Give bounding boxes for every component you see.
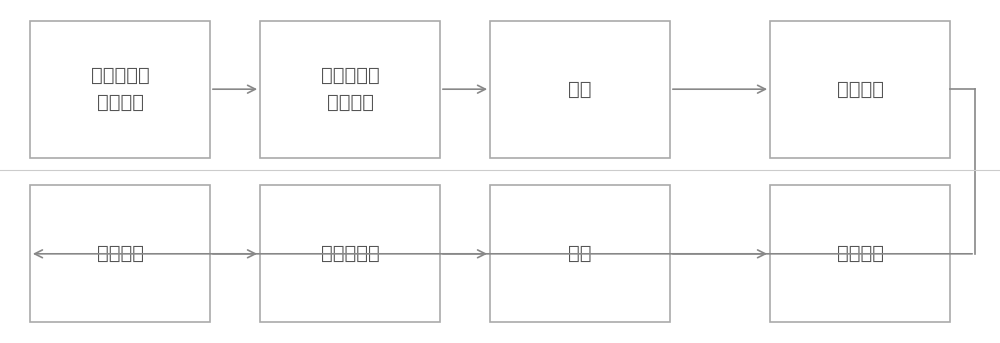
Text: 光源及驱动
器件固晶: 光源及驱动 器件固晶: [321, 67, 379, 112]
Text: 焊线: 焊线: [568, 80, 592, 99]
Bar: [260, 185, 440, 322]
Bar: [30, 21, 210, 158]
Bar: [30, 185, 210, 322]
Text: 涂荧光胶: 涂荧光胶: [96, 244, 144, 263]
Text: 涂导热硅胶: 涂导热硅胶: [321, 244, 379, 263]
Text: 印刷线路及
高温烧结: 印刷线路及 高温烧结: [91, 67, 149, 112]
Text: 封装成型: 封装成型: [836, 244, 884, 263]
Bar: [770, 185, 950, 322]
Bar: [770, 21, 950, 158]
Bar: [490, 185, 670, 322]
Text: 烘烤: 烘烤: [568, 244, 592, 263]
Bar: [490, 21, 670, 158]
Bar: [260, 21, 440, 158]
Text: 涂围坝胶: 涂围坝胶: [836, 80, 884, 99]
